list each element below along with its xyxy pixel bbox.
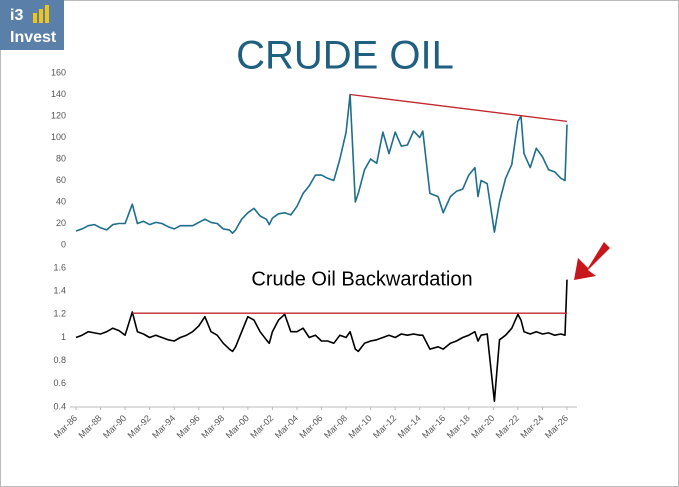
- logo-box: [0, 0, 64, 50]
- y-tick-label: 120: [51, 110, 66, 120]
- y-tick-label: 1.4: [53, 286, 66, 296]
- data-line: [75, 93, 568, 234]
- y-tick-label: 80: [56, 153, 66, 163]
- y-tick-label: 0: [61, 239, 66, 249]
- chart-title: CRUDE OIL: [236, 34, 454, 78]
- logo-bar: [45, 5, 49, 23]
- chart-subtitle: Crude Oil Backwardation: [251, 268, 472, 290]
- y-tick-label: 0.4: [53, 401, 66, 411]
- trend-line: [350, 93, 568, 123]
- y-tick-label: 160: [51, 67, 66, 77]
- logo-bar: [39, 9, 43, 23]
- logo-name: Invest: [10, 29, 57, 46]
- y-tick-label: 0.6: [53, 378, 66, 388]
- y-tick-label: 100: [51, 132, 66, 142]
- y-tick-label: 40: [56, 196, 66, 206]
- y-tick-label: 1.2: [53, 309, 66, 319]
- y-tick-label: 20: [56, 218, 66, 228]
- data-line: [75, 279, 568, 402]
- y-tick-label: 140: [51, 89, 66, 99]
- arrow: [574, 242, 610, 280]
- y-tick-label: 1: [61, 332, 66, 342]
- y-tick-label: 0.8: [53, 355, 66, 365]
- y-tick-label: 60: [56, 175, 66, 185]
- logo-mark: i3: [10, 7, 23, 24]
- logo-bar: [33, 13, 37, 23]
- y-tick-label: 1.6: [53, 262, 66, 272]
